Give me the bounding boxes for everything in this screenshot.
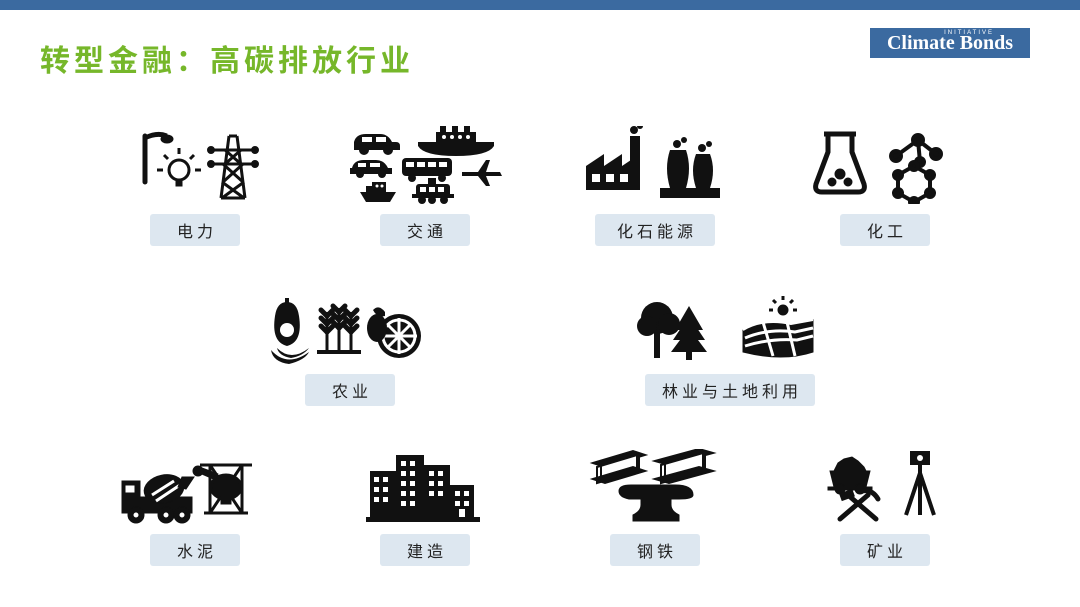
sector-label: 农业 [305, 374, 395, 406]
sector-mining: 矿业 [770, 444, 1000, 566]
sector-label: 矿业 [840, 534, 930, 566]
row-3: 水泥 [0, 444, 1080, 566]
logo-subline: INITIATIVE [944, 30, 994, 36]
cement-icon [120, 444, 270, 524]
sector-forest: 林业与土地利用 [615, 284, 845, 406]
top-bar [0, 0, 1080, 10]
sector-steel: 钢铁 [540, 444, 770, 566]
row-1: 电力 [0, 124, 1080, 246]
steel-icon [585, 444, 725, 524]
transport-icon [340, 124, 510, 204]
fossil-icon [580, 124, 730, 204]
chem-icon [810, 124, 960, 204]
row-2: 农业 [0, 284, 1080, 406]
sector-label: 建造 [380, 534, 470, 566]
sector-transport: 交通 [310, 124, 540, 246]
sector-label: 化石能源 [595, 214, 715, 246]
climate-bonds-logo: Climate Bonds INITIATIVE [870, 28, 1030, 58]
sector-label: 电力 [150, 214, 240, 246]
sector-label: 化工 [840, 214, 930, 246]
sector-power: 电力 [80, 124, 310, 246]
sector-build: 建造 [310, 444, 540, 566]
page-title: 转型金融：高碳排放行业 [40, 36, 414, 80]
sector-fossil: 化石能源 [540, 124, 770, 246]
power-icon [125, 124, 265, 204]
build-icon [360, 444, 490, 524]
forest-icon [635, 284, 825, 364]
sector-label: 水泥 [150, 534, 240, 566]
mining-icon [820, 444, 950, 524]
sector-cement: 水泥 [80, 444, 310, 566]
sector-grid: 电力 [0, 124, 1080, 604]
sector-agri: 农业 [235, 284, 465, 406]
agri-icon [265, 284, 435, 364]
sector-label: 林业与土地利用 [645, 374, 815, 406]
sector-chem: 化工 [770, 124, 1000, 246]
sector-label: 钢铁 [610, 534, 700, 566]
sector-label: 交通 [380, 214, 470, 246]
